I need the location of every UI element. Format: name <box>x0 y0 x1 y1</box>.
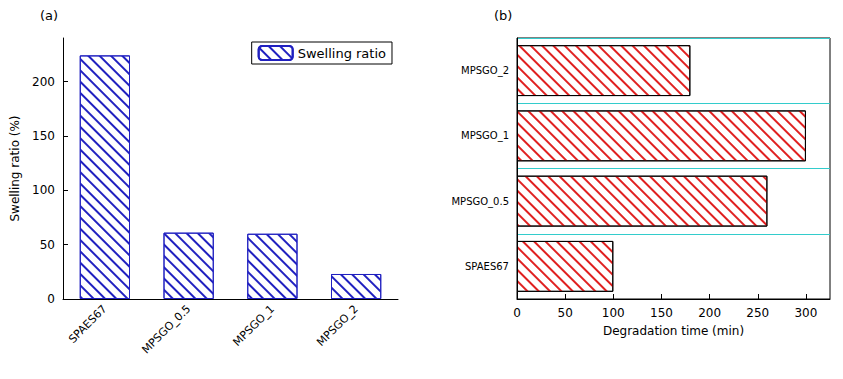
svg-text:MPSGO_2: MPSGO_2 <box>461 65 509 77</box>
svg-text:Degradation time (min): Degradation time (min) <box>603 324 744 338</box>
svg-text:150: 150 <box>650 306 673 320</box>
svg-text:MPSGO_0.5: MPSGO_0.5 <box>139 302 193 356</box>
svg-text:0: 0 <box>513 306 521 320</box>
svg-text:200: 200 <box>698 306 721 320</box>
svg-text:SPAES67: SPAES67 <box>465 261 509 272</box>
svg-text:Swelling ratio (%): Swelling ratio (%) <box>8 115 22 221</box>
svg-text:250: 250 <box>746 306 769 320</box>
svg-text:100: 100 <box>32 183 55 197</box>
svg-text:MPSGO_1: MPSGO_1 <box>461 130 509 142</box>
svg-text:MPSGO_0.5: MPSGO_0.5 <box>451 196 509 208</box>
svg-text:(b): (b) <box>494 8 512 23</box>
svg-text:SPAES67: SPAES67 <box>66 302 109 345</box>
svg-text:MPSGO_2: MPSGO_2 <box>314 302 360 348</box>
svg-text:150: 150 <box>32 129 55 143</box>
svg-text:MPSGO_1: MPSGO_1 <box>231 302 277 348</box>
svg-text:50: 50 <box>40 238 55 252</box>
svg-text:50: 50 <box>558 306 573 320</box>
svg-text:0: 0 <box>47 292 55 306</box>
svg-text:300: 300 <box>794 306 817 320</box>
svg-text:Swelling ratio: Swelling ratio <box>298 46 386 61</box>
svg-text:(a): (a) <box>40 8 58 23</box>
svg-text:200: 200 <box>32 75 55 89</box>
svg-text:100: 100 <box>602 306 625 320</box>
